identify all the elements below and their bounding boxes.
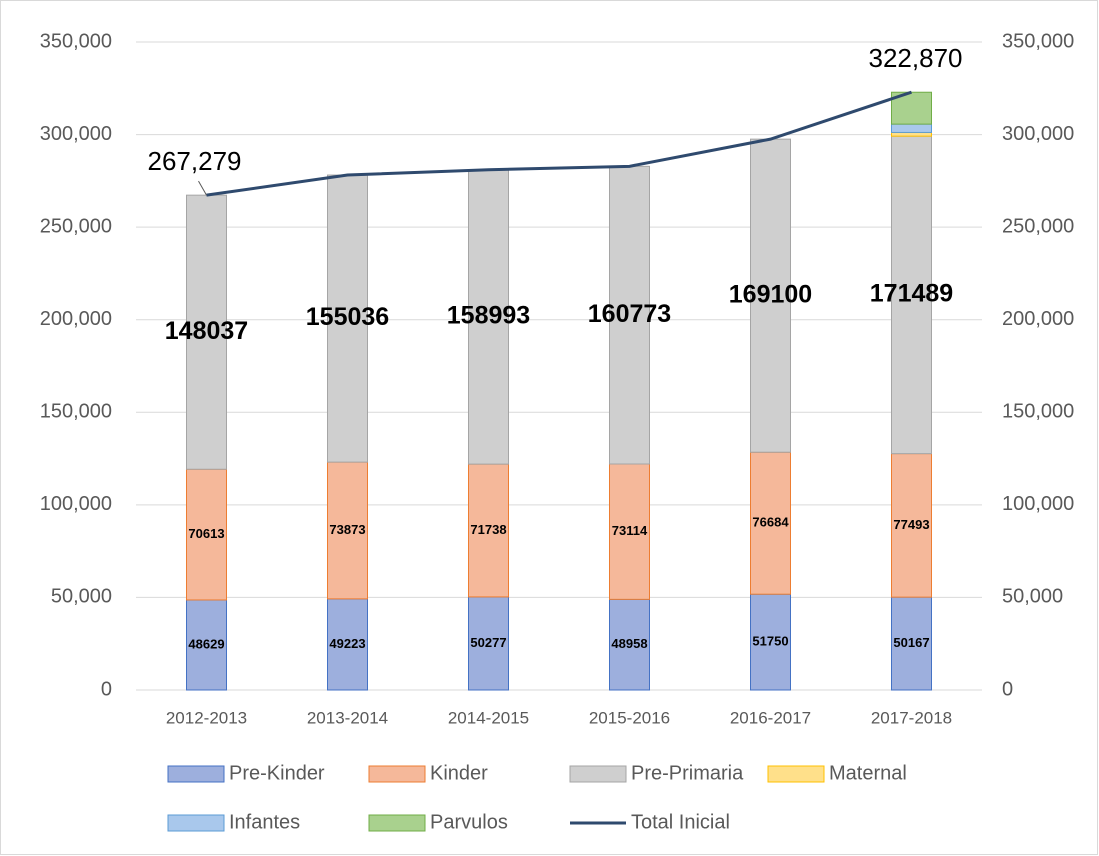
x-tick-label: 2014-2015 [448, 708, 529, 727]
data-label: 76684 [752, 515, 789, 530]
y2-tick-label: 0 [1002, 678, 1013, 700]
legend-label: Kinder [430, 762, 488, 784]
y2-tick-label: 300,000 [1002, 123, 1074, 145]
y-tick-label: 200,000 [40, 308, 112, 330]
legend-label: Parvulos [430, 811, 508, 833]
legend-label: Pre-Kinder [229, 762, 325, 784]
x-tick-label: 2015-2016 [589, 708, 670, 727]
data-label: 50167 [893, 635, 929, 650]
data-label: 71738 [470, 522, 506, 537]
data-label: 158993 [447, 302, 530, 330]
y-tick-label: 0 [101, 678, 112, 700]
data-label: 49223 [329, 636, 365, 651]
y2-tick-label: 350,000 [1002, 30, 1074, 52]
bar-segment [186, 599, 227, 691]
bar-segment [327, 598, 368, 691]
bar-segment [468, 463, 509, 598]
data-label: 48958 [611, 636, 647, 651]
y2-tick-label: 150,000 [1002, 401, 1074, 423]
y-tick-label: 150,000 [40, 401, 112, 423]
data-label: 155036 [306, 303, 389, 331]
y2-tick-label: 50,000 [1002, 586, 1063, 608]
legend-label: Maternal [829, 762, 907, 784]
data-label: 169100 [729, 280, 812, 308]
bar-segment [327, 461, 368, 600]
bar-segment [891, 123, 932, 133]
bar-segment [609, 463, 650, 600]
bar-segment [891, 131, 932, 137]
x-tick-label: 2012-2013 [166, 708, 247, 727]
bar-segment [891, 135, 932, 455]
data-label: 50277 [470, 635, 506, 650]
bar-segment [609, 165, 650, 465]
data-label: 73873 [329, 522, 365, 537]
legend-swatch [767, 765, 825, 783]
y2-tick-label: 100,000 [1002, 493, 1074, 515]
line-label: 267,279 [148, 146, 242, 176]
legend-label: Total Inicial [631, 811, 730, 833]
legend-swatch [569, 765, 627, 783]
data-label: 160773 [588, 300, 671, 328]
y2-tick-label: 250,000 [1002, 215, 1074, 237]
data-label: 77493 [893, 517, 929, 532]
legend-label: Pre-Primaria [631, 762, 744, 784]
leader-line [198, 180, 207, 196]
data-label: 73114 [612, 523, 648, 538]
legend-swatch [167, 765, 225, 783]
y-tick-label: 50,000 [51, 586, 112, 608]
bar-segment [750, 451, 791, 595]
y-tick-label: 100,000 [40, 493, 112, 515]
legend-swatch [368, 814, 426, 832]
legend-swatch [368, 765, 426, 783]
bar-segment [750, 138, 791, 453]
bar-segment [186, 468, 227, 601]
y-tick-label: 250,000 [40, 215, 112, 237]
y-tick-label: 300,000 [40, 123, 112, 145]
line-label: 322,870 [869, 43, 963, 73]
y2-tick-label: 200,000 [1002, 308, 1074, 330]
legend-swatch [167, 814, 225, 832]
x-tick-label: 2016-2017 [730, 708, 811, 727]
data-label: 48629 [188, 636, 224, 651]
legend-label: Infantes [229, 811, 300, 833]
data-label: 148037 [165, 317, 248, 345]
bar-segment [468, 596, 509, 691]
data-label: 70613 [188, 526, 224, 541]
bar-segment [609, 598, 650, 691]
x-tick-label: 2013-2014 [307, 708, 388, 727]
data-label: 171489 [870, 280, 953, 308]
y-tick-label: 350,000 [40, 30, 112, 52]
line [206, 90, 912, 197]
bar-segment [891, 453, 932, 598]
data-label: 51750 [752, 634, 788, 649]
x-tick-label: 2017-2018 [871, 708, 952, 727]
